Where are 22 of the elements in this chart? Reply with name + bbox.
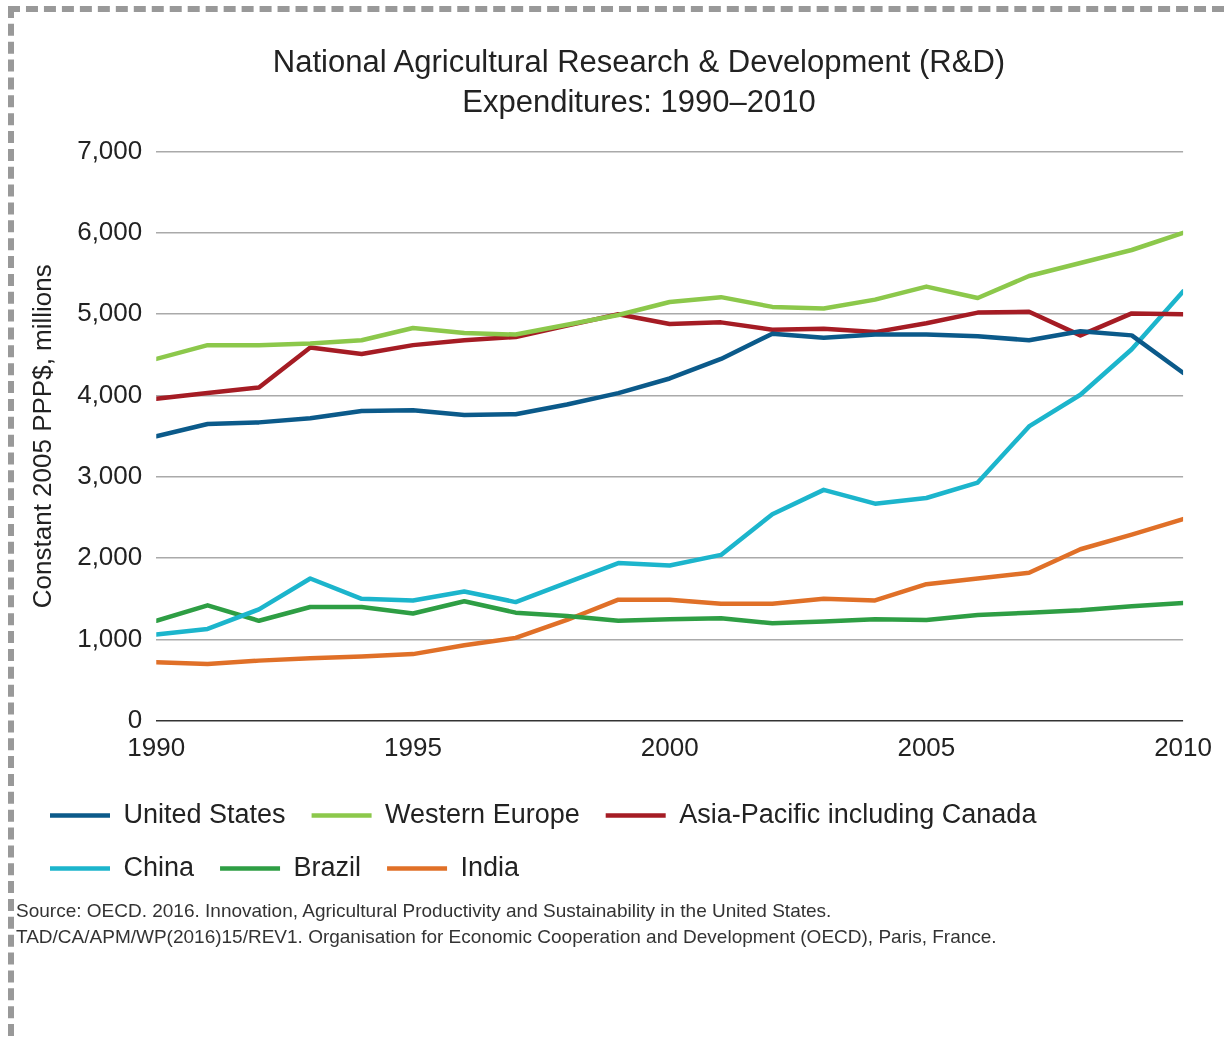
x-tick-label: 2000 bbox=[640, 731, 699, 762]
y-tick-label: 5,000 bbox=[77, 297, 143, 328]
legend-label: India bbox=[460, 851, 521, 882]
x-tick-label: 2005 bbox=[897, 731, 956, 762]
y-tick-label: 3,000 bbox=[77, 460, 143, 491]
legend-label: Brazil bbox=[293, 851, 362, 882]
y-axis-title: Constant 2005 PPP$, millions bbox=[26, 264, 57, 609]
y-tick-label: 0 bbox=[127, 703, 143, 734]
x-tick-label: 1990 bbox=[127, 731, 186, 762]
y-tick-label: 4,000 bbox=[77, 378, 143, 409]
source-note: Source: OECD. 2016. Innovation, Agricultural Productivity and Sustainability in the United States. TAD/CA/APM/WP(2016)15/REV1. Organisation for Economic Cooperation and Development (OECD), Paris, France. bbox=[16, 899, 998, 949]
y-tick-label: 2,000 bbox=[77, 541, 143, 572]
legend-label: Asia-Pacific including Canada bbox=[679, 798, 1038, 829]
x-tick-label: 1995 bbox=[384, 731, 442, 762]
legend-label: China bbox=[123, 851, 196, 882]
y-tick-label: 7,000 bbox=[77, 134, 143, 165]
y-tick-label: 6,000 bbox=[77, 216, 143, 247]
legend-label: United States bbox=[123, 798, 286, 829]
chart-title: National Agricultural Research & Development (R&D) Expenditures: 1990–2010 bbox=[271, 43, 1007, 121]
y-tick-label: 1,000 bbox=[77, 622, 143, 653]
legend-label: Western Europe bbox=[385, 798, 580, 829]
x-tick-label: 2010 bbox=[1154, 731, 1212, 762]
